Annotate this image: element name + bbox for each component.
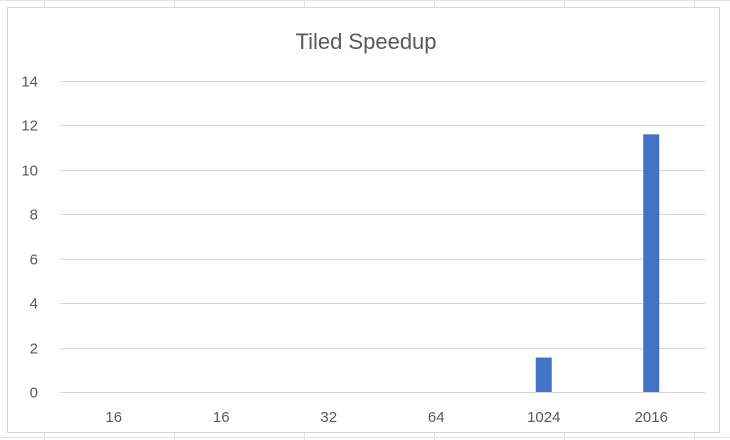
bars [535,134,660,393]
x-tick-label: 64 [428,409,445,426]
x-tick-label: 2016 [635,409,668,426]
bar-chart: Tiled Speedup 0 2 4 6 8 10 12 14 16 16 32 64 1024 20… [21,29,705,426]
chart-area[interactable]: Tiled Speedup 0 2 4 6 8 10 12 14 16 16 32 64 1024 20… [7,7,720,433]
x-tick-label: 16 [105,409,122,426]
y-tick-label: 8 [30,207,38,224]
y-tick-label: 10 [21,163,38,180]
y-tick-label: 0 [30,385,38,402]
y-tick-label: 6 [30,252,38,269]
y-axis-tick-labels: 0 2 4 6 8 10 12 14 [21,74,38,402]
bar-4[interactable] [535,357,552,392]
x-axis-tick-labels: 16 16 32 64 1024 2016 [105,409,668,426]
x-tick-label: 1024 [527,409,560,426]
x-tick-label: 32 [320,409,337,426]
gridlines [60,81,705,393]
x-tick-label: 16 [213,409,230,426]
chart-title: Tiled Speedup [295,29,436,54]
y-tick-label: 4 [30,296,38,313]
y-tick-label: 12 [21,118,38,135]
bar-5[interactable] [643,134,660,393]
y-tick-label: 14 [21,74,38,91]
y-tick-label: 2 [30,341,38,358]
